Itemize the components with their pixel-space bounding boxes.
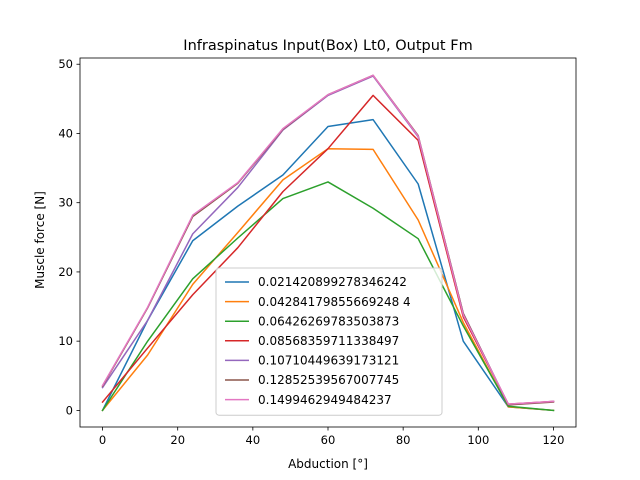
legend-label-1: 0.021420899278346242 xyxy=(258,275,407,289)
x-tick-label: 60 xyxy=(321,433,336,447)
chart-title: Infraspinatus Input(Box) Lt0, Output Fm xyxy=(183,38,472,54)
x-tick-label: 120 xyxy=(542,433,564,447)
series-line-1 xyxy=(101,118,555,412)
legend-label-4: 0.08568359711338497 xyxy=(258,334,399,348)
x-tick-label: 100 xyxy=(467,433,489,447)
x-tick-label: 0 xyxy=(99,433,106,447)
legend-box xyxy=(215,267,443,416)
series-line-7 xyxy=(101,74,555,405)
x-axis-label: Abduction [°] xyxy=(288,457,368,471)
legend-label-5: 0.10710449639173121 xyxy=(258,354,399,368)
axes: 0 20 40 60 80 100 120 0 10 20 30 40 50 xyxy=(58,57,577,447)
y-tick-label: 20 xyxy=(58,265,73,279)
plot-area xyxy=(101,74,555,412)
series-line-3 xyxy=(101,181,555,412)
legend-label-7: 0.1499462949484237 xyxy=(258,393,392,407)
y-tick-label: 30 xyxy=(58,196,73,210)
x-tick-label: 20 xyxy=(170,433,185,447)
legend: 0.021420899278346242 0.04284179855669248 … xyxy=(215,267,443,416)
x-tick-label: 40 xyxy=(246,433,261,447)
legend-label-6: 0.12852539567007745 xyxy=(258,373,399,387)
x-tick-label: 80 xyxy=(396,433,411,447)
y-tick-label: 10 xyxy=(58,334,73,348)
y-tick-label: 40 xyxy=(58,126,73,140)
y-tick-label: 50 xyxy=(58,57,73,71)
legend-label-3: 0.06426269783503873 xyxy=(258,314,399,328)
legend-label-2: 0.04284179855669248 4 xyxy=(258,295,411,309)
y-tick-label: 0 xyxy=(66,403,73,417)
y-axis-label: Muscle force [N] xyxy=(33,191,47,289)
